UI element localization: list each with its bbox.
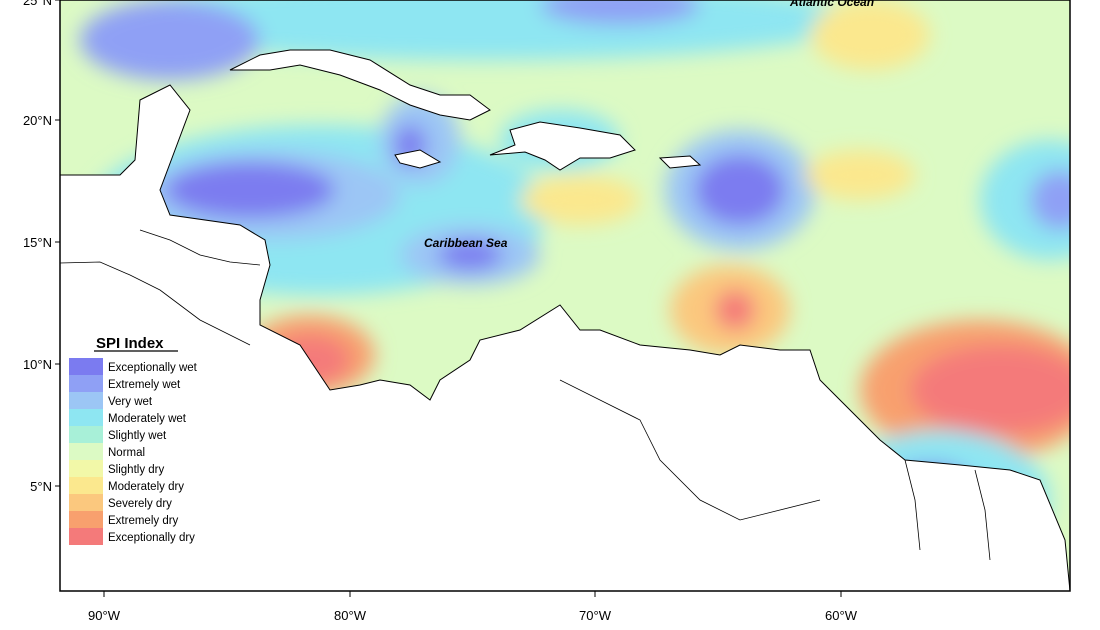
spi-exwet-east bbox=[695, 155, 785, 225]
lon-ticks: 90°W 80°W 70°W 60°W bbox=[88, 591, 858, 623]
legend-title: SPI Index bbox=[96, 335, 164, 352]
lat-tick-10: 10°N bbox=[23, 357, 52, 372]
spi-exwet-west bbox=[165, 162, 335, 218]
legend-swatch bbox=[69, 392, 103, 409]
legend-swatch bbox=[69, 426, 103, 443]
border-lines-3 bbox=[559, 379, 821, 521]
hispaniola bbox=[489, 121, 636, 171]
legend-label: Severely dry bbox=[108, 498, 172, 510]
spi-field bbox=[60, 0, 1070, 591]
puerto-rico bbox=[658, 155, 702, 169]
border-lines bbox=[60, 261, 251, 346]
spi-exwet-central bbox=[438, 240, 502, 270]
legend-label: Normal bbox=[108, 447, 145, 459]
legend-label: Moderately dry bbox=[108, 481, 184, 493]
legend-swatch bbox=[69, 477, 103, 494]
jamaica bbox=[394, 149, 442, 169]
lat-tick-15: 15°N bbox=[23, 235, 52, 250]
legend-swatch bbox=[69, 511, 103, 528]
legend-label: Slightly dry bbox=[108, 464, 164, 476]
mainland bbox=[60, 84, 1070, 591]
legend-label: Very wet bbox=[108, 396, 153, 408]
spi-wet-far-east bbox=[980, 140, 1070, 260]
lat-tick-5: 5°N bbox=[30, 479, 52, 494]
lon-tick-80: 80°W bbox=[334, 608, 367, 623]
spi-wet-north-core bbox=[540, 0, 700, 25]
cuba bbox=[229, 49, 491, 121]
spi-exdry-atlantic bbox=[910, 345, 1070, 435]
legend: SPI Index Exceptionally wet Extremely wet… bbox=[69, 335, 198, 545]
legend-swatch bbox=[69, 375, 103, 392]
lon-tick-70: 70°W bbox=[579, 608, 612, 623]
legend-swatch bbox=[69, 358, 103, 375]
legend-label: Extremely dry bbox=[108, 515, 179, 527]
legend-label: Extremely wet bbox=[108, 379, 181, 391]
legend-swatch bbox=[69, 528, 103, 545]
legend-swatch bbox=[69, 409, 103, 426]
legend-swatch bbox=[69, 460, 103, 477]
map-border bbox=[59, 0, 1071, 592]
spi-wet-nw bbox=[80, 0, 260, 80]
lon-tick-90: 90°W bbox=[88, 608, 121, 623]
spi-dry-east bbox=[805, 150, 915, 200]
border-lines-2 bbox=[139, 229, 261, 266]
lat-tick-20: 20°N bbox=[23, 113, 52, 128]
legend-items: Exceptionally wet Extremely wet Very wet Mo… bbox=[69, 358, 198, 545]
legend-swatch bbox=[69, 443, 103, 460]
spi-wet-far-east-core bbox=[1030, 170, 1070, 230]
lon-tick-60: 60°W bbox=[825, 608, 858, 623]
legend-label: Exceptionally dry bbox=[108, 532, 195, 544]
spi-exdry-trinidad bbox=[715, 290, 755, 330]
lat-tick-25: 25°N bbox=[23, 0, 52, 8]
lat-ticks: 25°N 20°N 15°N 10°N 5°N bbox=[23, 0, 60, 494]
caribbean-sea-label: Caribbean Sea bbox=[424, 236, 508, 250]
legend-swatch bbox=[69, 494, 103, 511]
landmasses bbox=[60, 49, 1070, 591]
legend-label: Exceptionally wet bbox=[108, 362, 198, 374]
border-lines-4 bbox=[904, 459, 991, 561]
legend-label: Moderately wet bbox=[108, 413, 187, 425]
spi-dry-central bbox=[520, 175, 640, 225]
legend-label: Slightly wet bbox=[108, 430, 167, 442]
spi-dry-ne bbox=[810, 0, 930, 70]
atlantic-ocean-label: Atlantic Ocean bbox=[789, 0, 874, 9]
